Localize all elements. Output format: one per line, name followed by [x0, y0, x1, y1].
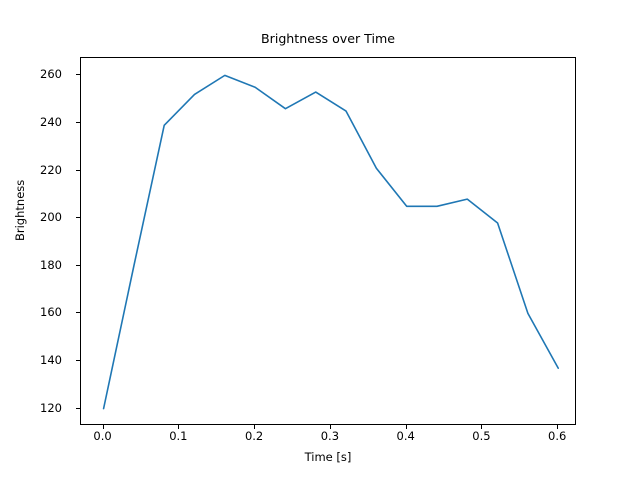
x-tick-label: 0.2 [244, 429, 264, 443]
x-tick-mark [557, 425, 559, 429]
y-tick-mark [76, 360, 80, 362]
y-axis-tick-labels: 120 140 160 180 200 220 240 260 [0, 57, 72, 425]
x-tick-mark [329, 425, 331, 429]
x-axis-label: Time [s] [304, 450, 352, 464]
x-tick-label: 0.6 [548, 429, 567, 443]
x-tick-mark [481, 425, 483, 429]
y-tick-label: 200 [40, 210, 62, 225]
y-tick-mark [76, 264, 80, 266]
brightness-line-series [102, 74, 560, 410]
x-tick-label: 0.5 [472, 429, 491, 443]
plot-area [80, 57, 576, 425]
y-tick-label: 240 [40, 114, 62, 129]
x-axis-tick-labels: 0.0 0.1 0.2 0.3 0.4 0.5 0.6 [80, 430, 576, 446]
chart-title: Brightness over Time [261, 31, 395, 46]
y-tick-label: 220 [40, 162, 62, 177]
y-tick-mark [76, 169, 80, 171]
y-tick-label: 120 [40, 400, 62, 415]
y-tick-label: 180 [40, 257, 62, 272]
x-tick-mark [102, 425, 104, 429]
y-tick-mark [76, 74, 80, 76]
y-tick-label: 260 [40, 67, 62, 82]
x-tick-mark [405, 425, 407, 429]
y-tick-label: 160 [40, 305, 62, 320]
x-tick-label: 0.4 [396, 429, 415, 443]
y-tick-mark [76, 407, 80, 409]
x-tick-label: 0.1 [169, 429, 188, 443]
y-tick-label: 140 [40, 353, 62, 368]
x-tick-mark [178, 425, 180, 429]
data-line-svg [102, 74, 560, 410]
x-tick-mark [254, 425, 256, 429]
x-tick-label: 0.3 [320, 429, 340, 443]
y-tick-mark [76, 121, 80, 123]
x-tick-label: 0.0 [93, 429, 112, 443]
y-tick-mark [76, 217, 80, 219]
y-tick-mark [76, 312, 80, 314]
